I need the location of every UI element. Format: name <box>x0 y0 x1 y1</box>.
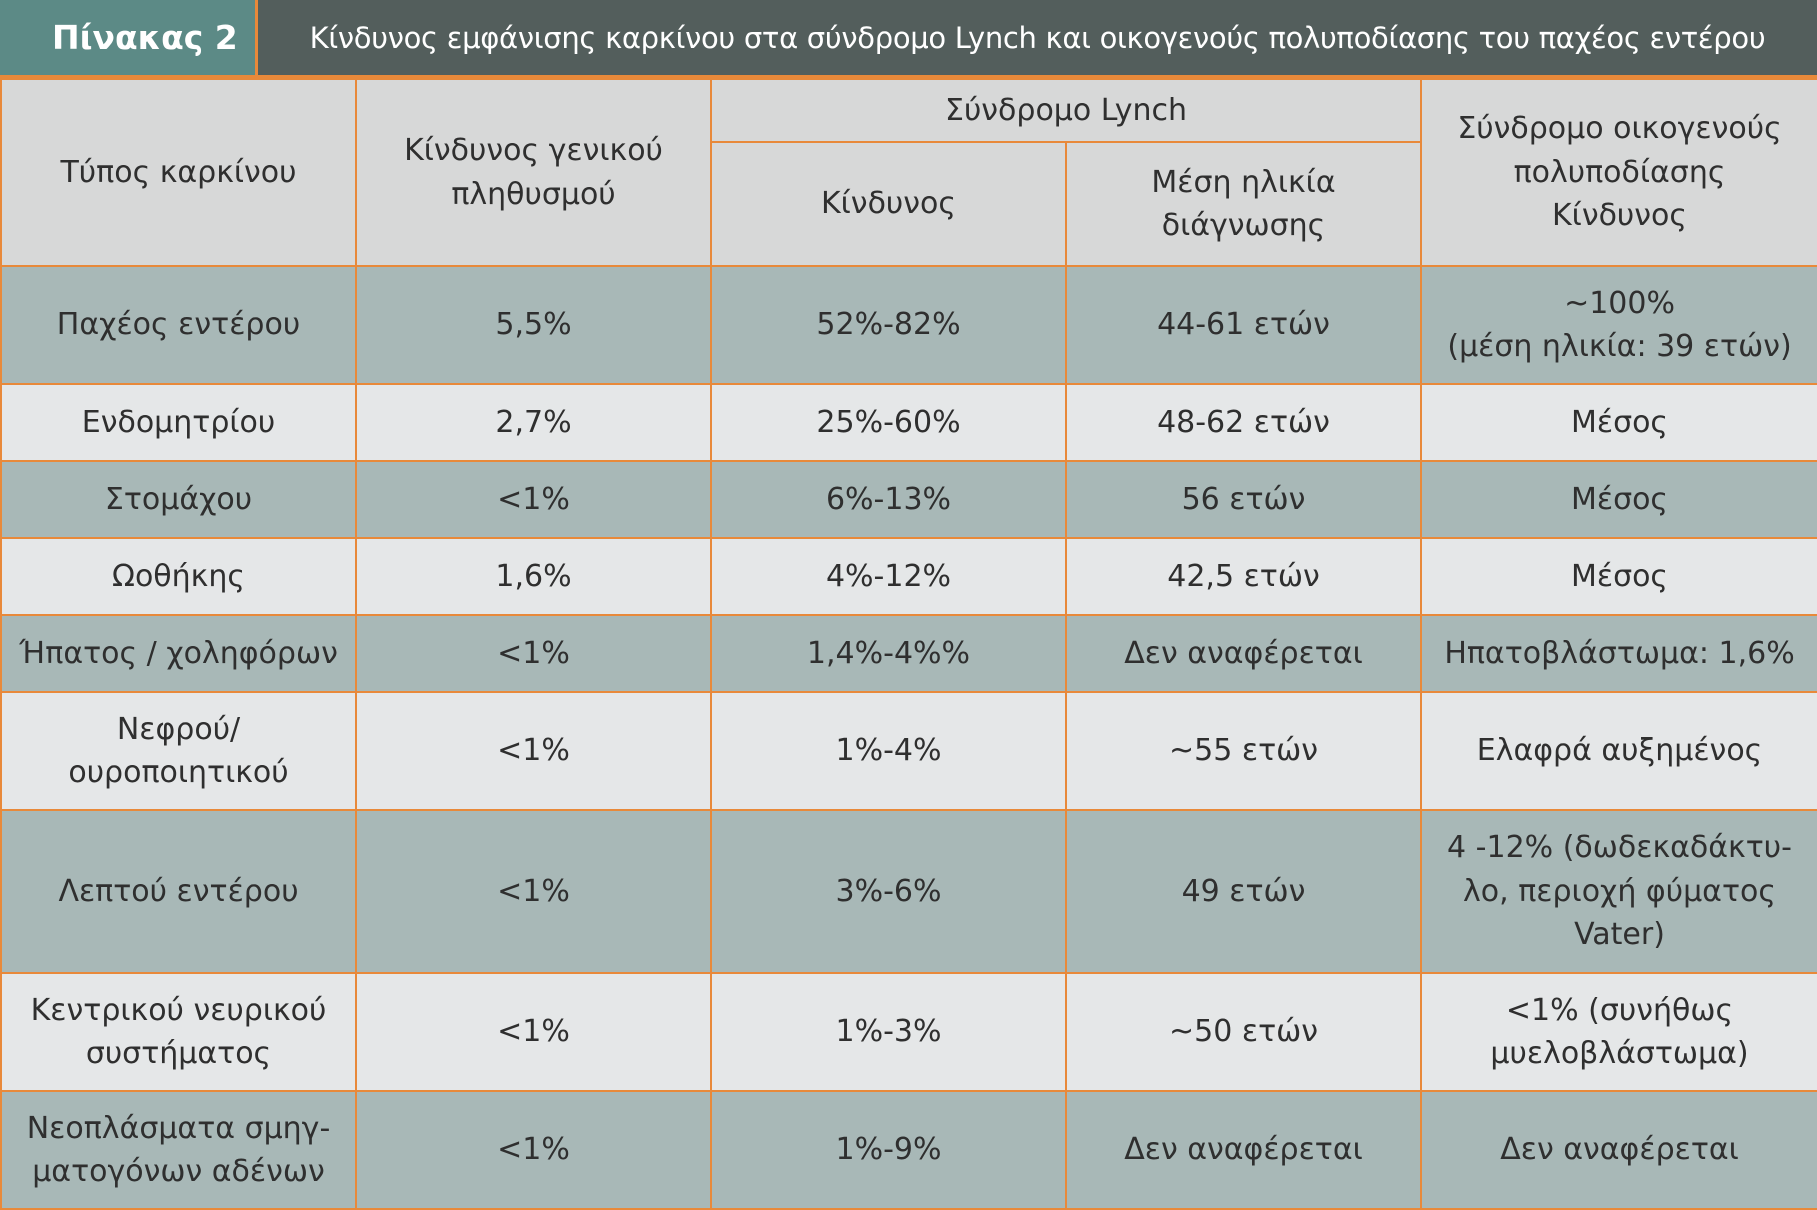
cell-lynch-risk: 25%-60% <box>710 383 1067 462</box>
cell-general-risk: <1% <box>355 691 712 811</box>
table-row: Στομάχου <1% 6%-13% 56 ετών Μέσος <box>0 460 1817 539</box>
cell-general-risk: <1% <box>355 972 712 1092</box>
cell-lynch-risk: 1%-4% <box>710 691 1067 811</box>
cell-cancer-type: Ήπατος / χοληφόρων <box>0 614 357 693</box>
cell-lynch-risk: 1%-9% <box>710 1090 1067 1210</box>
cell-fap-risk: Μέσος <box>1420 460 1817 539</box>
cell-lynch-age: 49 ετών <box>1064 809 1423 974</box>
table-row: Ήπατος / χοληφόρων <1% 1,4%-4%% Δεν αναφ… <box>0 614 1817 693</box>
cell-lynch-age: 48-62 ετών <box>1064 383 1423 462</box>
cell-general-risk: <1% <box>355 460 712 539</box>
table-title: Κίνδυνος εμφάνισης καρκίνου στα σύνδρομο… <box>258 0 1817 75</box>
cell-fap-risk: Μέσος <box>1420 537 1817 616</box>
cell-cancer-type: Λεπτού εντέρου <box>0 809 357 974</box>
cell-cancer-type: Νεοπλάσματα σμηγ- ματογόνων αδένων <box>0 1090 357 1210</box>
cell-lynch-risk: 4%-12% <box>710 537 1067 616</box>
cell-lynch-age: Δεν αναφέρεται <box>1064 1090 1423 1210</box>
cell-cancer-type: Ενδομητρίου <box>0 383 357 462</box>
cell-general-risk: 2,7% <box>355 383 712 462</box>
cell-general-risk: <1% <box>355 614 712 693</box>
cell-cancer-type: Κεντρικού νευρικού συστήματος <box>0 972 357 1092</box>
header-general-risk: Κίνδυνος γενικού πληθυσμού <box>355 78 712 267</box>
cell-fap-risk: Δεν αναφέρεται <box>1420 1090 1817 1210</box>
cell-fap-risk: Ηπατοβλάστωμα: 1,6% <box>1420 614 1817 693</box>
cancer-risk-table: Τύπος καρκίνου Κίνδυνος γενικού πληθυσμο… <box>0 78 1817 1210</box>
table-row: Νεφρού/ ουροποιητικού <1% 1%-4% ~55 ετών… <box>0 691 1817 811</box>
cell-lynch-age: ~55 ετών <box>1064 691 1423 811</box>
cell-cancer-type: Ωοθήκης <box>0 537 357 616</box>
cell-lynch-risk: 1,4%-4%% <box>710 614 1067 693</box>
table-row: Παχέος εντέρου 5,5% 52%-82% 44-61 ετών ~… <box>0 265 1817 385</box>
header-fap-risk: Σύνδρομο οικογενούς πολυποδίασης Κίνδυνο… <box>1420 78 1817 267</box>
cell-general-risk: <1% <box>355 809 712 974</box>
cell-lynch-age: ~50 ετών <box>1064 972 1423 1092</box>
cell-lynch-age: Δεν αναφέρεται <box>1064 614 1423 693</box>
cell-general-risk: 5,5% <box>355 265 712 385</box>
header-lynch-age: Μέση ηλικία διάγνωσης <box>1064 141 1423 267</box>
table-row: Κεντρικού νευρικού συστήματος <1% 1%-3% … <box>0 972 1817 1092</box>
cell-lynch-age: 42,5 ετών <box>1064 537 1423 616</box>
cell-lynch-risk: 6%-13% <box>710 460 1067 539</box>
table-number: Πίνακας 2 <box>0 0 258 75</box>
cell-lynch-age: 56 ετών <box>1064 460 1423 539</box>
table-row: Νεοπλάσματα σμηγ- ματογόνων αδένων <1% 1… <box>0 1090 1817 1210</box>
cell-cancer-type: Νεφρού/ ουροποιητικού <box>0 691 357 811</box>
title-bar: Πίνακας 2 Κίνδυνος εμφάνισης καρκίνου στ… <box>0 0 1817 78</box>
cell-general-risk: 1,6% <box>355 537 712 616</box>
cell-lynch-risk: 52%-82% <box>710 265 1067 385</box>
cell-general-risk: <1% <box>355 1090 712 1210</box>
cell-fap-risk: Ελαφρά αυξημένος <box>1420 691 1817 811</box>
header-lynch: Σύνδρομο Lynch <box>709 78 1423 143</box>
cell-lynch-age: 44-61 ετών <box>1064 265 1423 385</box>
table-row: Ενδομητρίου 2,7% 25%-60% 48-62 ετών Μέσο… <box>0 383 1817 462</box>
table-row: Λεπτού εντέρου <1% 3%-6% 49 ετών 4 -12% … <box>0 809 1817 974</box>
cell-cancer-type: Στομάχου <box>0 460 357 539</box>
cell-lynch-risk: 3%-6% <box>710 809 1067 974</box>
cell-fap-risk: <1% (συνήθως μυελοβλάστωμα) <box>1420 972 1817 1092</box>
cell-fap-risk: ~100% (μέση ηλικία: 39 ετών) <box>1420 265 1817 385</box>
cell-fap-risk: Μέσος <box>1420 383 1817 462</box>
cell-fap-risk: 4 -12% (δωδεκαδάκτυ- λο, περιοχή φύματος… <box>1420 809 1817 974</box>
cell-lynch-risk: 1%-3% <box>710 972 1067 1092</box>
header-lynch-risk: Κίνδυνος <box>710 141 1067 267</box>
header-cancer-type: Τύπος καρκίνου <box>0 78 357 267</box>
cell-cancer-type: Παχέος εντέρου <box>0 265 357 385</box>
table-row: Ωοθήκης 1,6% 4%-12% 42,5 ετών Μέσος <box>0 537 1817 616</box>
